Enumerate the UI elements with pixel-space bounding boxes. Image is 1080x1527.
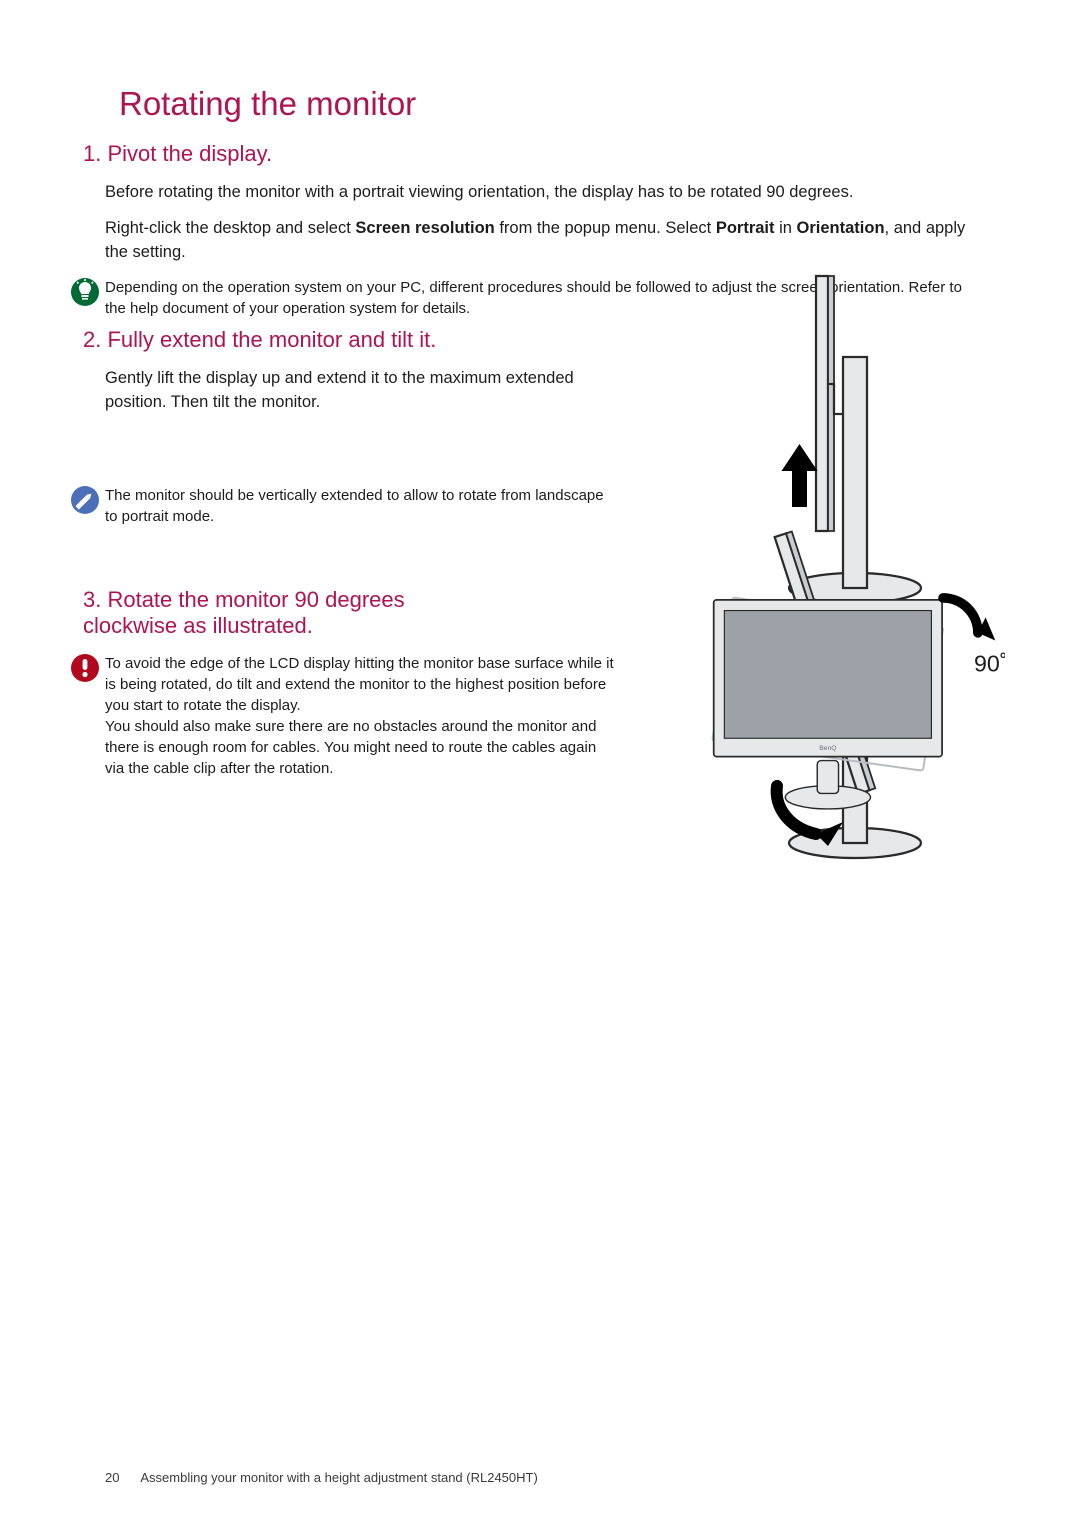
caution-icon: [70, 653, 100, 683]
step1-p2: Right-click the desktop and select Scree…: [105, 217, 975, 265]
step1-p1: Before rotating the monitor with a portr…: [105, 181, 975, 205]
svg-text:90˚: 90˚: [974, 650, 1005, 676]
lightbulb-icon: [70, 277, 100, 307]
illustration-rotate: BenQ 90˚: [705, 567, 1005, 837]
step3-caution: To avoid the edge of the LCD display hit…: [105, 653, 615, 779]
step2-p1: Gently lift the display up and extend it…: [105, 367, 615, 415]
svg-text:BenQ: BenQ: [819, 745, 836, 752]
page-footer: 20 Assembling your monitor with a height…: [105, 1470, 538, 1485]
footer-text: Assembling your monitor with a height ad…: [140, 1470, 537, 1485]
step3-heading: 3. Rotate the monitor 90 degrees clockwi…: [83, 587, 503, 639]
step1-heading: 1. Pivot the display.: [83, 141, 975, 167]
pencil-icon: [70, 485, 100, 515]
page-number: 20: [105, 1470, 119, 1485]
page-title: Rotating the monitor: [119, 85, 975, 123]
step2-tip: The monitor should be vertically extende…: [105, 485, 615, 527]
